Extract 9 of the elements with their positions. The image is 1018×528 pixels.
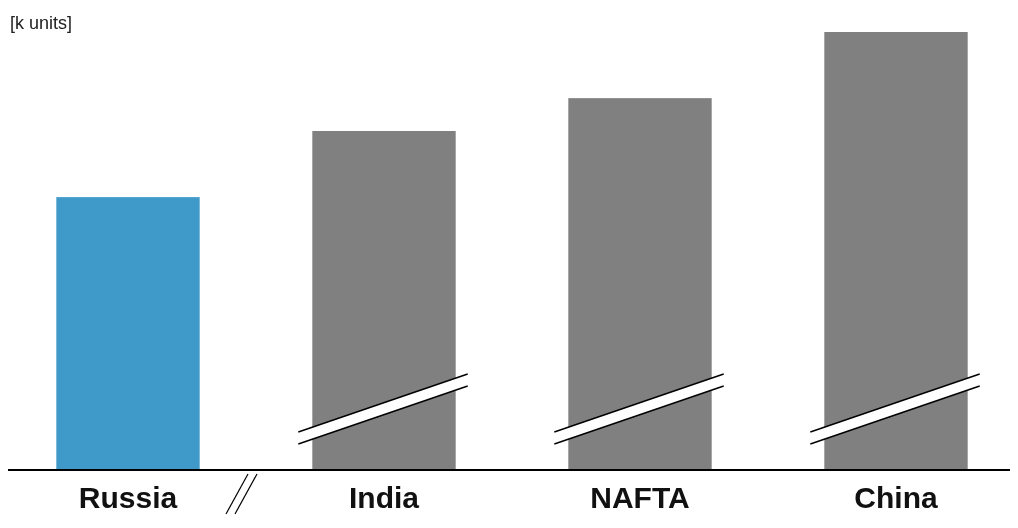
x-tick-label: NAFTA <box>590 481 690 514</box>
bar <box>312 130 456 470</box>
bar <box>568 98 712 470</box>
x-tick-label: India <box>348 481 420 514</box>
bar <box>824 32 968 470</box>
y-axis-title: [k units] <box>10 12 73 33</box>
bar <box>56 197 200 470</box>
x-tick-label: China <box>854 481 938 514</box>
x-tick-label: Russia <box>78 481 178 514</box>
